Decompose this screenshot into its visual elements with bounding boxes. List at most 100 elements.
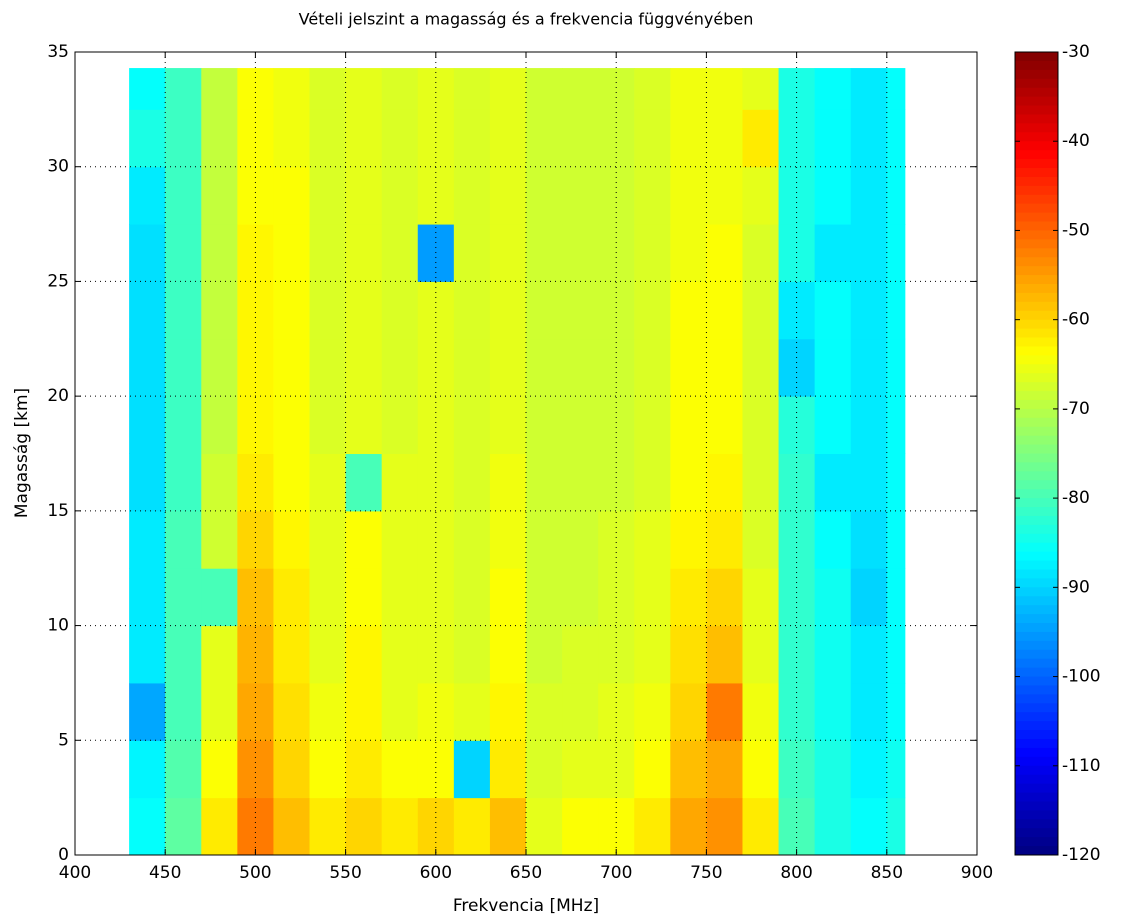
heatmap-cell <box>634 68 671 110</box>
heatmap-cell <box>201 453 238 512</box>
chart-title: Vételi jelszint a magasság és a frekvenc… <box>299 10 754 29</box>
heatmap-cell <box>598 109 635 168</box>
heatmap-cell <box>381 453 419 512</box>
colorbar-step <box>1015 373 1058 383</box>
heatmap-cell <box>453 224 491 282</box>
heatmap-cell <box>634 338 671 397</box>
colorbar-step <box>1015 640 1058 651</box>
colorbar-step <box>1015 774 1058 785</box>
colorbar-step <box>1015 114 1058 124</box>
colorbar-step <box>1015 78 1058 89</box>
colorbar-step <box>1015 801 1058 811</box>
colorbar-step <box>1015 676 1058 686</box>
colorbar-step <box>1015 551 1058 562</box>
heatmap-cell <box>201 166 238 225</box>
heatmap-cell <box>814 109 852 168</box>
heatmap-cell <box>237 625 274 684</box>
heatmap-cell <box>706 281 743 340</box>
colorbar-step <box>1015 649 1058 660</box>
heatmap-cell <box>562 224 599 282</box>
heatmap-cell <box>742 797 780 856</box>
heatmap-cell <box>742 224 780 282</box>
heatmap-cell <box>273 797 311 856</box>
colorbar-tick-label: -40 <box>1062 131 1090 151</box>
heatmap-cell <box>453 281 491 340</box>
heatmap-cell <box>165 682 202 741</box>
heatmap-cell <box>381 338 419 397</box>
heatmap-cell <box>526 224 563 282</box>
heatmap-cell <box>670 338 707 397</box>
heatmap-cell <box>886 453 906 512</box>
heatmap-cell <box>489 682 527 741</box>
heatmap-cell <box>778 109 816 168</box>
colorbar-step <box>1015 60 1058 71</box>
colorbar-step <box>1015 203 1058 214</box>
heatmap-cell <box>526 396 563 454</box>
heatmap-cell <box>273 224 311 282</box>
heatmap-cell <box>165 109 202 168</box>
heatmap-cell <box>201 625 238 684</box>
heatmap-cell <box>670 68 707 110</box>
heatmap-cell <box>598 166 635 225</box>
plot-frame <box>74 51 978 856</box>
heatmap-cell <box>129 797 166 856</box>
colorbar <box>1015 52 1058 856</box>
heatmap-cell <box>129 682 166 741</box>
colorbar-step <box>1015 426 1058 437</box>
heatmap-cell <box>526 625 563 684</box>
heatmap-cell <box>453 625 491 684</box>
heatmap-cell <box>201 740 238 799</box>
colorbar-tick-label: -110 <box>1062 756 1101 776</box>
colorbar-step <box>1015 444 1058 454</box>
x-tick-label: 500 <box>239 863 271 883</box>
heatmap-cell <box>526 740 563 799</box>
colorbar-step <box>1015 239 1058 249</box>
heatmap-cell <box>634 224 671 282</box>
heatmap-cell <box>165 510 202 569</box>
heatmap-cell <box>489 625 527 684</box>
colorbar-step <box>1015 167 1058 178</box>
colorbar-tick-label: -70 <box>1062 399 1090 419</box>
colorbar-tick-label: -60 <box>1062 310 1090 330</box>
x-tick-label: 450 <box>149 863 181 883</box>
heatmap-cell <box>381 568 419 627</box>
heatmap-cell <box>886 568 906 627</box>
heatmap-cell <box>345 568 383 627</box>
heatmap-cell <box>237 109 274 168</box>
x-tick-label: 600 <box>420 863 452 883</box>
heatmap-cell <box>526 166 563 225</box>
y-tick-label: 25 <box>47 271 69 291</box>
heatmap-cell <box>453 166 491 225</box>
heatmap-cell <box>850 166 888 225</box>
heatmap-cell <box>489 281 527 340</box>
heatmap-cell <box>381 625 419 684</box>
heatmap-cell <box>526 510 563 569</box>
colorbar-step <box>1015 846 1058 856</box>
heatmap-cell <box>814 682 852 741</box>
colorbar-step <box>1015 667 1058 678</box>
heatmap-cell <box>706 338 743 397</box>
heatmap-cell <box>814 625 852 684</box>
heatmap-cell <box>634 109 671 168</box>
colorbar-step <box>1015 319 1058 330</box>
heatmap-cell <box>850 68 888 110</box>
heatmap-cell <box>706 625 743 684</box>
heatmap-cell <box>273 166 311 225</box>
heatmap-cell <box>706 224 743 282</box>
heatmap-cell <box>237 740 274 799</box>
heatmap-cell <box>417 797 455 856</box>
heatmap-cell <box>850 740 888 799</box>
heatmap-cell <box>670 740 707 799</box>
heatmap-cell <box>598 740 635 799</box>
heatmap-cell <box>850 281 888 340</box>
heatmap-cell <box>165 453 202 512</box>
heatmap-cell <box>129 338 166 397</box>
heatmap-cell <box>634 682 671 741</box>
colorbar-frame <box>1014 51 1059 856</box>
heatmap-cell <box>526 568 563 627</box>
heatmap-cell <box>201 797 238 856</box>
heatmap-cell <box>417 510 455 569</box>
colorbar-step <box>1015 560 1058 570</box>
heatmap-cell <box>165 224 202 282</box>
colorbar-step <box>1015 408 1058 419</box>
